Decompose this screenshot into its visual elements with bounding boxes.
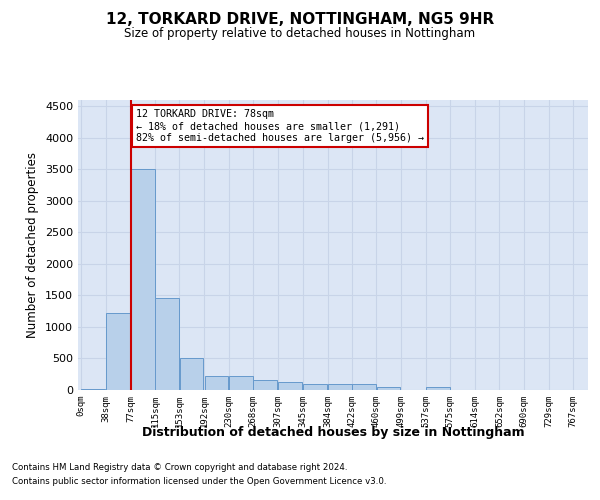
Bar <box>352 384 376 390</box>
Text: 12 TORKARD DRIVE: 78sqm
← 18% of detached houses are smaller (1,291)
82% of semi: 12 TORKARD DRIVE: 78sqm ← 18% of detache… <box>136 110 424 142</box>
Bar <box>426 387 450 390</box>
Bar <box>253 380 277 390</box>
Text: Contains HM Land Registry data © Crown copyright and database right 2024.: Contains HM Land Registry data © Crown c… <box>12 464 347 472</box>
Bar <box>131 170 155 390</box>
Bar <box>155 298 179 390</box>
Bar <box>229 376 253 390</box>
Text: 12, TORKARD DRIVE, NOTTINGHAM, NG5 9HR: 12, TORKARD DRIVE, NOTTINGHAM, NG5 9HR <box>106 12 494 28</box>
Text: Contains public sector information licensed under the Open Government Licence v3: Contains public sector information licen… <box>12 477 386 486</box>
Text: Distribution of detached houses by size in Nottingham: Distribution of detached houses by size … <box>142 426 524 439</box>
Bar <box>106 313 130 390</box>
Bar <box>303 384 326 390</box>
Bar <box>205 376 229 390</box>
Y-axis label: Number of detached properties: Number of detached properties <box>26 152 40 338</box>
Bar <box>179 358 203 390</box>
Bar <box>377 387 400 390</box>
Bar <box>278 382 302 390</box>
Bar <box>328 384 352 390</box>
Text: Size of property relative to detached houses in Nottingham: Size of property relative to detached ho… <box>124 28 476 40</box>
